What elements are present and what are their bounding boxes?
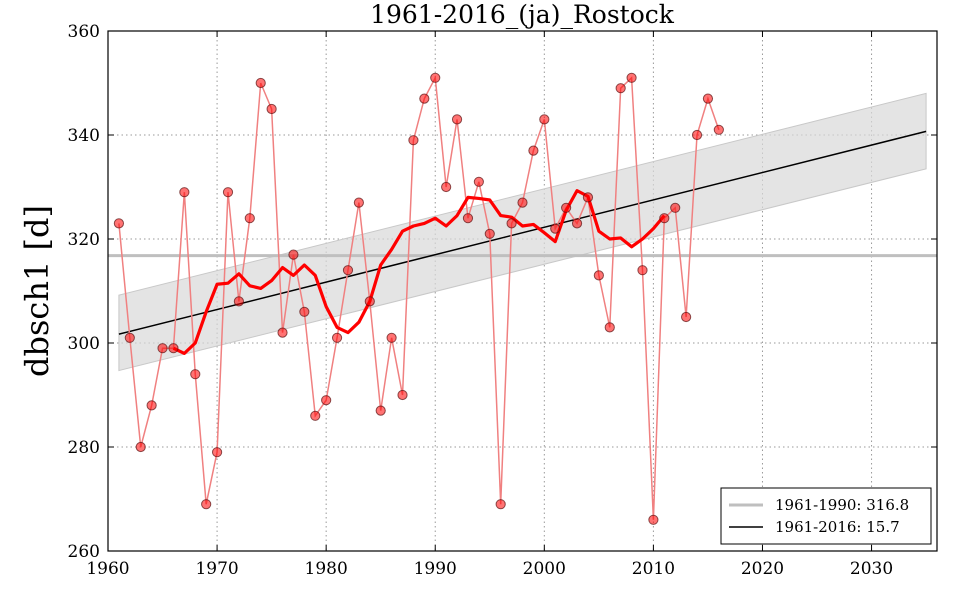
data-point: [441, 181, 452, 193]
y-tick-label: 300: [68, 334, 100, 354]
plot-frame: [107, 30, 938, 552]
x-tick-label: 1980: [305, 559, 348, 579]
y-axis-label: dbsch1 [d]: [18, 205, 56, 377]
data-point: [506, 218, 517, 229]
axes-frame: [107, 30, 938, 552]
x-tick-label: 2020: [741, 559, 784, 579]
x-tick-label: 2030: [850, 559, 893, 579]
data-point: [561, 202, 572, 213]
data-point: [124, 332, 135, 343]
data-point: [550, 223, 561, 234]
data-point: [211, 447, 223, 458]
data-point: [451, 114, 463, 125]
data-point: [582, 192, 594, 203]
trend-confidence-band: [118, 92, 927, 372]
data-point: [375, 405, 386, 416]
annual-values-line: [118, 75, 720, 520]
data-point: [222, 187, 234, 198]
data-point: [190, 369, 201, 380]
data-point: [495, 499, 506, 510]
data-point: [648, 514, 659, 525]
confidence-band: [118, 92, 927, 372]
data-point: [604, 322, 615, 333]
chart-title: 1961-2016_(ja)_Rostock: [370, 0, 675, 29]
running-mean-line: [172, 189, 666, 355]
data-point: [201, 499, 212, 510]
data-point: [342, 265, 354, 276]
data-point: [168, 343, 179, 354]
data-point: [353, 197, 364, 208]
y-tick-label: 280: [68, 438, 100, 458]
data-point: [681, 311, 692, 323]
data-point: [146, 400, 157, 411]
tick-labels: 1960 1970 1980 1990 2000 2010 2020 2030 260 280 30…: [68, 22, 894, 579]
legend-box: [720, 487, 932, 545]
data-point: [539, 114, 550, 125]
data-point: [135, 441, 146, 453]
data-point: [702, 93, 714, 104]
data-point: [179, 187, 190, 198]
legend-label-trend: 1961-2016: 15.7: [775, 518, 900, 536]
data-point: [430, 72, 441, 83]
data-point: [233, 296, 244, 307]
y-tick-label: 320: [68, 230, 100, 250]
data-point: [397, 389, 408, 401]
data-point: [626, 72, 637, 83]
x-tick-label: 1960: [86, 559, 129, 579]
data-point: [244, 213, 255, 224]
data-point: [364, 296, 375, 307]
data-point: [713, 124, 724, 135]
data-point: [571, 218, 583, 229]
data-point: [277, 327, 288, 338]
data-point: [615, 83, 626, 94]
data-point: [299, 306, 310, 317]
data-point: [113, 218, 125, 229]
data-point: [321, 395, 332, 406]
x-tick-label: 2000: [523, 559, 566, 579]
data-point: [593, 270, 604, 281]
data-point: [528, 145, 539, 156]
data-point: [386, 332, 397, 343]
data-point: [331, 332, 343, 343]
data-point: [419, 93, 430, 104]
data-point: [157, 343, 168, 354]
y-tick-label: 360: [68, 22, 100, 42]
data-point: [517, 197, 528, 208]
data-point: [670, 202, 681, 213]
data-point: [288, 249, 299, 260]
data-point: [408, 135, 419, 146]
legend: 1961-1990: 316.8 1961-2016: 15.7: [720, 487, 932, 545]
data-point: [255, 77, 266, 89]
data-point: [310, 410, 321, 421]
legend-label-baseline: 1961-1990: 316.8: [775, 496, 909, 514]
data-point: [691, 129, 703, 141]
trend-line: [118, 130, 927, 335]
data-point: [637, 265, 648, 276]
data-point: [659, 213, 670, 224]
data-point: [266, 103, 277, 115]
data-series: [113, 72, 724, 525]
x-tick-label: 1970: [195, 559, 238, 579]
data-point: [473, 176, 484, 187]
reference-lines: [108, 130, 937, 335]
data-point: [484, 228, 495, 239]
y-tick-label: 260: [68, 542, 100, 562]
data-point: [462, 213, 474, 224]
x-tick-label: 1990: [414, 559, 457, 579]
y-tick-label: 340: [68, 126, 100, 146]
x-tick-label: 2010: [632, 559, 675, 579]
